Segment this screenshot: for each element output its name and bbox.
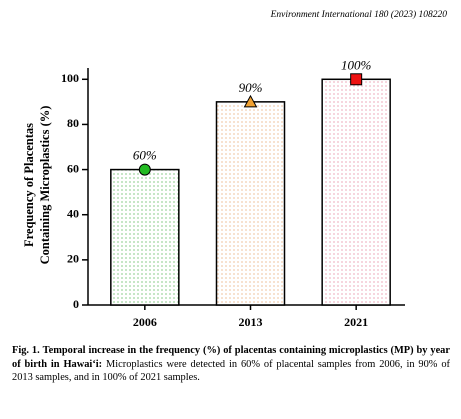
x-tick-label: 2013 <box>239 315 263 329</box>
bar <box>215 101 286 306</box>
marker <box>243 94 258 108</box>
y-tick-label: 100 <box>61 71 79 85</box>
value-label: 100% <box>341 57 372 72</box>
journal-header: Environment International 180 (2023) 108… <box>270 10 447 20</box>
chart: Frequency of Placentas Containing Microp… <box>22 57 405 329</box>
y-tick-label: 20 <box>67 252 79 266</box>
value-label: 60% <box>133 148 157 163</box>
y-tick-label: 40 <box>67 206 79 220</box>
bar <box>321 78 391 306</box>
marker <box>138 163 151 176</box>
x-tick-label: 2006 <box>133 315 157 329</box>
caption-text: Microplastics were detected in 60% of pl… <box>12 358 450 384</box>
value-label: 90% <box>239 80 263 95</box>
marker <box>350 73 363 86</box>
y-tick-label: 60 <box>67 161 79 175</box>
x-tick-label: 2021 <box>344 315 368 329</box>
bar <box>110 168 180 306</box>
figure-caption: Fig. 1. Temporal increase in the frequen… <box>12 344 450 385</box>
y-tick-label: 80 <box>67 116 79 130</box>
y-tick-label: 0 <box>73 297 79 311</box>
y-axis-label: Containing Microplastics (%) <box>38 106 52 265</box>
caption-label: Fig. 1. <box>12 345 40 356</box>
caption-title: Temporal increase in the frequency (%) o… <box>12 345 450 370</box>
y-axis-label: Frequency of Placentas <box>22 123 36 247</box>
